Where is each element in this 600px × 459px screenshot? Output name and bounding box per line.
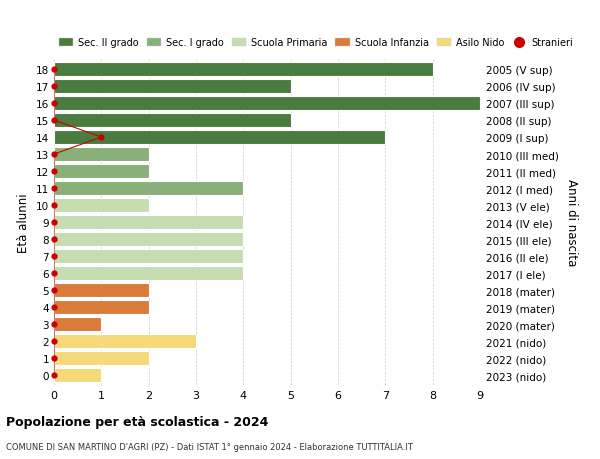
Bar <box>54 352 149 365</box>
Bar <box>54 233 244 246</box>
Bar <box>54 250 244 263</box>
Bar <box>54 182 244 196</box>
Bar <box>54 97 480 111</box>
Bar <box>54 199 149 213</box>
Bar <box>54 301 149 314</box>
Bar <box>54 165 149 179</box>
Bar <box>54 369 101 382</box>
Bar <box>54 148 149 162</box>
Y-axis label: Età alunni: Età alunni <box>17 193 31 252</box>
Bar <box>54 216 244 230</box>
Text: COMUNE DI SAN MARTINO D'AGRI (PZ) - Dati ISTAT 1° gennaio 2024 - Elaborazione TU: COMUNE DI SAN MARTINO D'AGRI (PZ) - Dati… <box>6 442 413 451</box>
Bar <box>54 80 290 94</box>
Bar <box>54 63 433 77</box>
Y-axis label: Anni di nascita: Anni di nascita <box>565 179 578 266</box>
Text: Popolazione per età scolastica - 2024: Popolazione per età scolastica - 2024 <box>6 415 268 428</box>
Legend: Sec. II grado, Sec. I grado, Scuola Primaria, Scuola Infanzia, Asilo Nido, Stran: Sec. II grado, Sec. I grado, Scuola Prim… <box>59 38 573 48</box>
Bar <box>54 267 244 280</box>
Bar <box>54 131 385 145</box>
Bar <box>54 318 101 331</box>
Bar <box>54 335 196 348</box>
Bar <box>54 284 149 297</box>
Bar <box>54 114 290 128</box>
